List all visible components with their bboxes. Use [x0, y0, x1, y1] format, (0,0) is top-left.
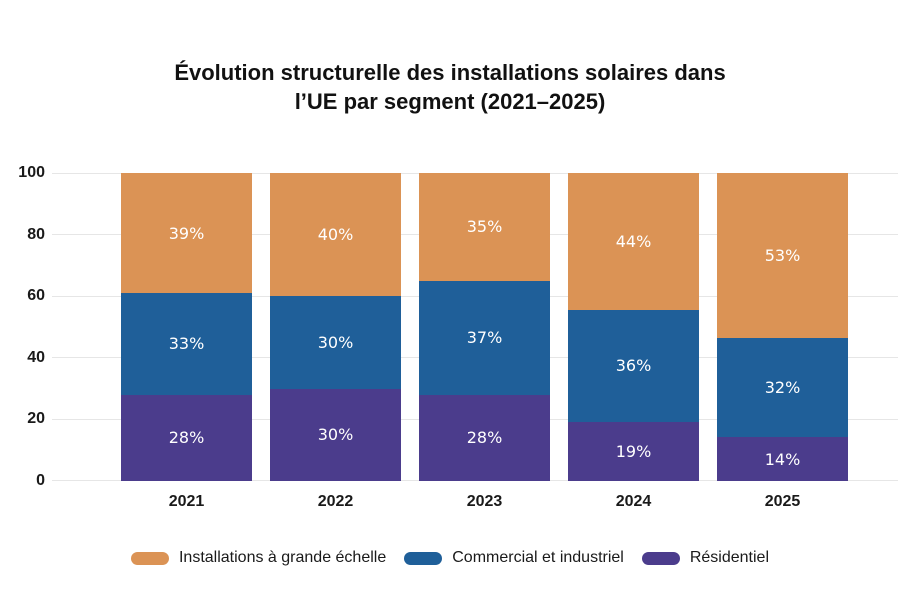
- bar-segment-2024-residentiel: 19%: [568, 421, 699, 481]
- x-axis-label-2025: 2025: [764, 493, 801, 510]
- y-tick-label-0: 0: [36, 472, 45, 489]
- legend-label: Installations à grande échelle: [178, 549, 387, 566]
- bar-segment-2021-commercial-industriel: 33%: [121, 293, 252, 395]
- bar-segment-label: 44%: [615, 231, 652, 251]
- bar-segment-2024-grande-echelle: 44%: [568, 173, 699, 310]
- bar-2022: 30% 30% 40%: [270, 173, 401, 481]
- bar-segment-label: 37%: [466, 328, 503, 348]
- legend-item-residentiel: Résidentiel: [641, 547, 769, 569]
- x-axis-label-2021: 2021: [168, 493, 205, 510]
- chart-title-text: Évolution structurelle des installations…: [174, 60, 726, 115]
- legend-swatch-residentiel: [641, 551, 680, 565]
- y-tick-label-40: 40: [27, 348, 45, 366]
- bar-segment-label: 40%: [317, 225, 354, 245]
- legend-swatch-grande-echelle: [130, 551, 169, 565]
- bar-segment-2022-residentiel: 30%: [270, 388, 401, 481]
- y-tick-label-60: 60: [27, 287, 45, 305]
- y-tick-label-20: 20: [27, 410, 45, 428]
- bar-segment-label: 19%: [615, 441, 652, 461]
- y-tick-label-80: 80: [27, 225, 45, 243]
- bar-segment-label: 28%: [466, 428, 503, 448]
- bar-2023: 28% 37% 35%: [419, 173, 550, 481]
- legend-swatch-commercial-industriel: [404, 551, 443, 565]
- x-axis-label-2022: 2022: [317, 493, 354, 510]
- bar-2021: 28% 33% 39%: [121, 173, 252, 481]
- bar-segment-label: 32%: [764, 378, 801, 398]
- bar-segment-label: 28%: [168, 428, 205, 448]
- bar-segment-label: 36%: [615, 356, 652, 376]
- bar-segment-2023-residentiel: 28%: [419, 394, 550, 481]
- chart-title: Évolution structurelle des installations…: [0, 58, 900, 116]
- bar-2024: 19% 36% 44%: [568, 173, 699, 481]
- bar-segment-2023-grande-echelle: 35%: [419, 173, 550, 281]
- bar-segment-2025-commercial-industriel: 32%: [717, 337, 848, 438]
- bar-segment-2022-commercial-industriel: 30%: [270, 296, 401, 389]
- bar-segment-label: 35%: [466, 217, 503, 237]
- legend-label: Commercial et industriel: [452, 549, 624, 566]
- bar-2025: 14% 32% 53%: [717, 173, 848, 481]
- bar-segment-label: 33%: [168, 334, 205, 354]
- bar-segment-2023-commercial-industriel: 37%: [419, 280, 550, 395]
- y-tick-label-100: 100: [18, 164, 45, 181]
- bar-segment-2021-residentiel: 28%: [121, 394, 252, 481]
- legend: Installations à grande échelle Commercial…: [0, 547, 900, 569]
- bar-segment-2025-residentiel: 14%: [717, 437, 848, 481]
- bar-segment-label: 14%: [764, 449, 801, 469]
- bar-segment-2022-grande-echelle: 40%: [270, 173, 401, 297]
- x-axis-label-2023: 2023: [466, 493, 503, 510]
- bar-segment-label: 30%: [317, 332, 354, 352]
- bar-segment-label: 53%: [764, 245, 801, 265]
- bar-segment-label: 39%: [168, 223, 205, 243]
- bar-segment-2025-grande-echelle: 53%: [717, 173, 848, 338]
- bar-segment-label: 30%: [317, 425, 354, 445]
- bar-segment-2021-grande-echelle: 39%: [121, 173, 252, 294]
- x-axis-label-2024: 2024: [615, 493, 652, 510]
- plot-area: 28% 33% 39% 30% 30% 40% 28% 37% 35% 19% 36% 44% 14% 3…: [52, 173, 898, 481]
- bar-segment-2024-commercial-industriel: 36%: [568, 309, 699, 422]
- legend-item-grande-echelle: Installations à grande échelle: [130, 547, 387, 569]
- legend-label: Résidentiel: [689, 549, 769, 566]
- legend-item-commercial-industriel: Commercial et industriel: [404, 547, 624, 569]
